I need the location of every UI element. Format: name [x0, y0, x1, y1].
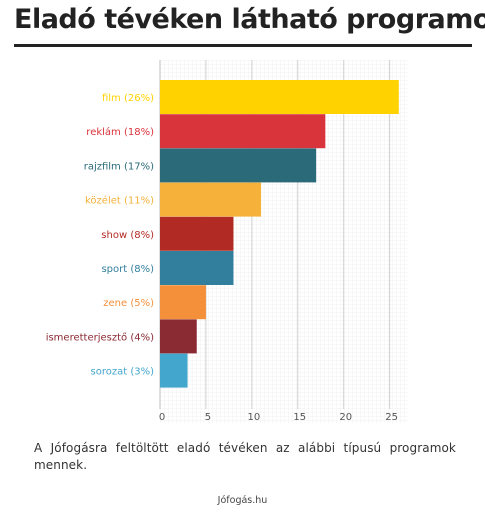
category-label: ismeretterjesztő (4%) [46, 331, 154, 343]
bar [160, 148, 317, 183]
category-label: rajzfilm (17%) [84, 161, 154, 172]
bar [160, 251, 234, 285]
bar [160, 285, 206, 320]
x-tick-label: 5 [205, 412, 211, 423]
category-label: közélet (11%) [85, 195, 154, 207]
bar [160, 319, 197, 354]
bar [160, 114, 326, 149]
x-tick-label: 10 [247, 412, 260, 423]
x-tick-label: 15 [293, 412, 306, 423]
category-label: show (8%) [101, 230, 154, 241]
page-title: Eladó tévéken látható programok [14, 4, 485, 35]
bar-chart: film (26%) reklám (18%) rajzfilm (17%) közé… [46, 60, 408, 423]
category-label: film (26%) [102, 93, 154, 104]
category-label: sport (8%) [101, 264, 154, 275]
caption-text: A Jófogásra feltöltött eladó tévéken az … [34, 441, 456, 472]
bar [160, 353, 188, 388]
bar [160, 216, 234, 251]
bar [160, 182, 262, 217]
bar [160, 80, 399, 114]
x-tick-label: 25 [385, 412, 398, 423]
category-label: reklám (18%) [86, 126, 154, 138]
category-label: zene (5%) [103, 298, 154, 309]
source-credit: Jófogás.hu [217, 495, 268, 506]
x-tick-label: 0 [159, 412, 165, 423]
x-tick-label: 20 [339, 412, 352, 423]
title-underline [14, 44, 472, 47]
category-label: sorozat (3%) [91, 367, 155, 378]
